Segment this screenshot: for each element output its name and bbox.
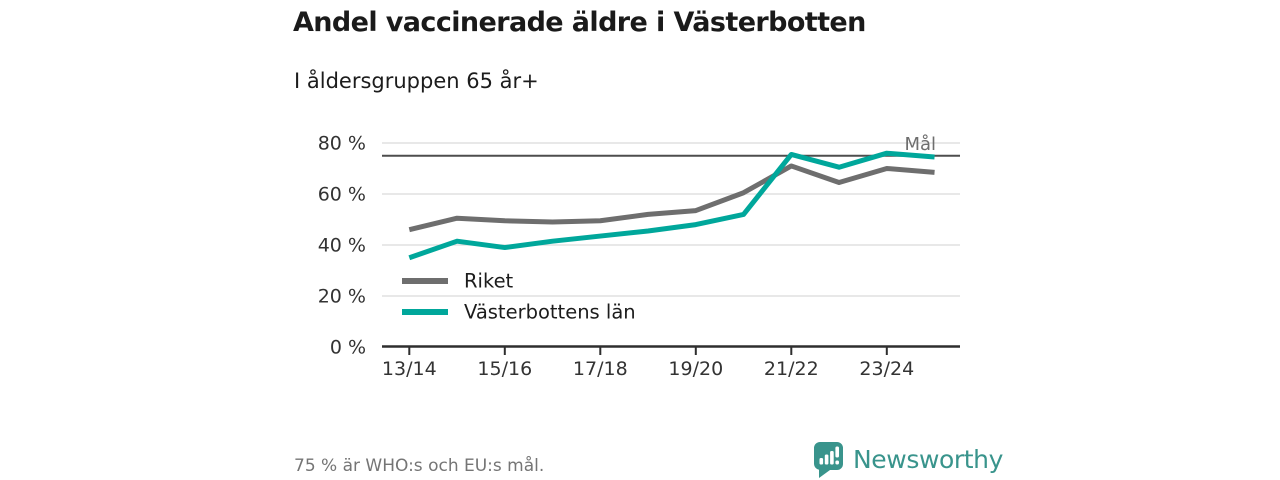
- y-tick-label: 60 %: [318, 184, 366, 206]
- logo-bar-3: [830, 450, 834, 464]
- logo-bar-1: [819, 457, 824, 464]
- y-tick-label: 20 %: [318, 286, 366, 308]
- series-line-1: [408, 150, 935, 261]
- newsworthy-brand: Newsworthy: [813, 440, 1003, 478]
- x-tick-label: 19/20: [668, 358, 723, 380]
- page-subtitle: I åldersgruppen 65 år+: [294, 69, 539, 93]
- x-tick-label: 15/16: [477, 358, 532, 380]
- logo-exclamation-bar: [835, 446, 839, 457]
- page-title: Andel vaccinerade äldre i Västerbotten: [293, 7, 866, 38]
- newsworthy-logo-icon: [814, 441, 843, 478]
- x-tick-label: 21/22: [764, 358, 819, 380]
- legend-label: Riket: [464, 270, 514, 293]
- logo-bar-2: [824, 454, 829, 464]
- footer-note: 75 % är WHO:s och EU:s mål.: [294, 456, 545, 476]
- x-tick-label: 17/18: [573, 358, 628, 380]
- x-tick-label: 13/14: [382, 358, 437, 380]
- legend-label: Västerbottens län: [464, 301, 636, 324]
- y-tick-label: 80 %: [318, 133, 366, 155]
- y-tick-label: 40 %: [318, 235, 366, 257]
- x-tick-label: 23/24: [859, 358, 914, 380]
- goal-label: Mål: [904, 134, 936, 155]
- y-tick-label: 0 %: [330, 337, 366, 359]
- newsworthy-wordmark: Newsworthy: [853, 444, 1004, 474]
- logo-exclamation-dot: [835, 460, 839, 464]
- series-line-0: [408, 163, 935, 233]
